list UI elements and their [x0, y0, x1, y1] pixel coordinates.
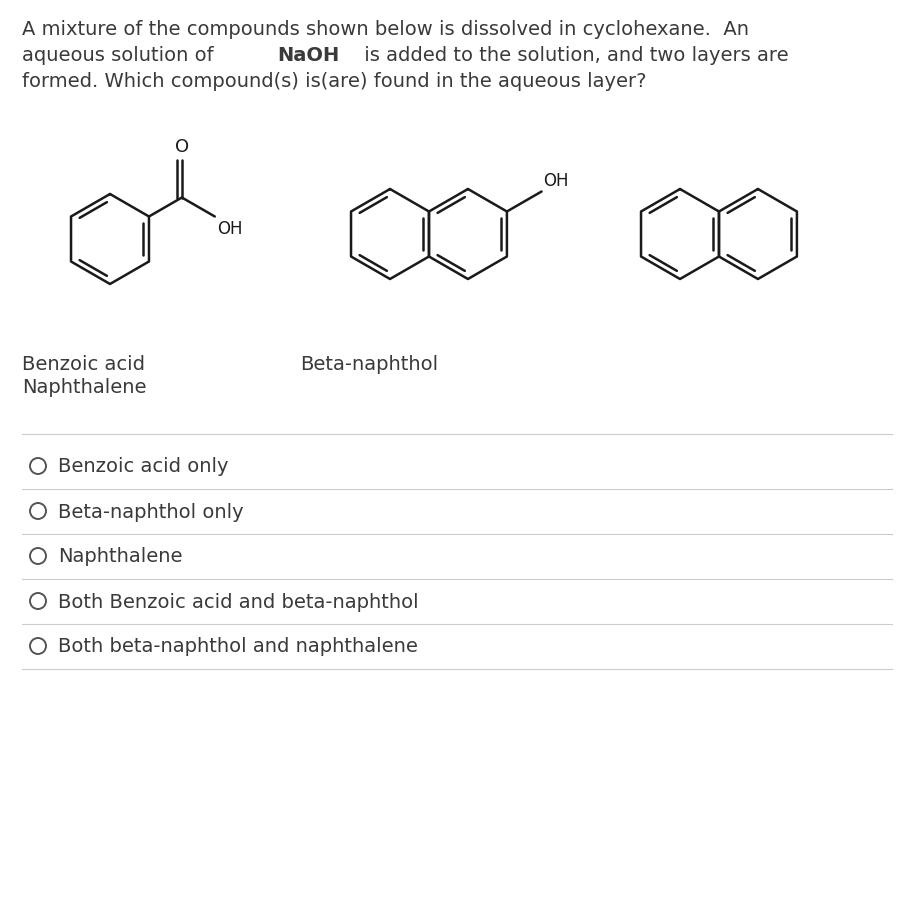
Text: NaOH: NaOH: [277, 46, 340, 65]
Text: Benzoic acid: Benzoic acid: [22, 355, 145, 374]
Text: formed. Which compound(s) is(are) found in the aqueous layer?: formed. Which compound(s) is(are) found …: [22, 72, 646, 91]
Text: OH: OH: [544, 173, 569, 190]
Text: O: O: [175, 139, 189, 156]
Text: A mixture of the compounds shown below is dissolved in cyclohexane.  An: A mixture of the compounds shown below i…: [22, 20, 749, 39]
Text: Beta-naphthol: Beta-naphthol: [300, 355, 438, 374]
Text: Both Benzoic acid and beta-naphthol: Both Benzoic acid and beta-naphthol: [58, 592, 419, 611]
Text: Beta-naphthol only: Beta-naphthol only: [58, 502, 244, 521]
Text: Naphthalene: Naphthalene: [22, 378, 146, 397]
Text: aqueous solution of: aqueous solution of: [22, 46, 220, 65]
Text: Both beta-naphthol and naphthalene: Both beta-naphthol and naphthalene: [58, 637, 418, 656]
Text: Benzoic acid only: Benzoic acid only: [58, 457, 228, 476]
Text: OH: OH: [217, 220, 242, 237]
Text: is added to the solution, and two layers are: is added to the solution, and two layers…: [357, 46, 788, 65]
Text: Naphthalene: Naphthalene: [58, 547, 183, 566]
